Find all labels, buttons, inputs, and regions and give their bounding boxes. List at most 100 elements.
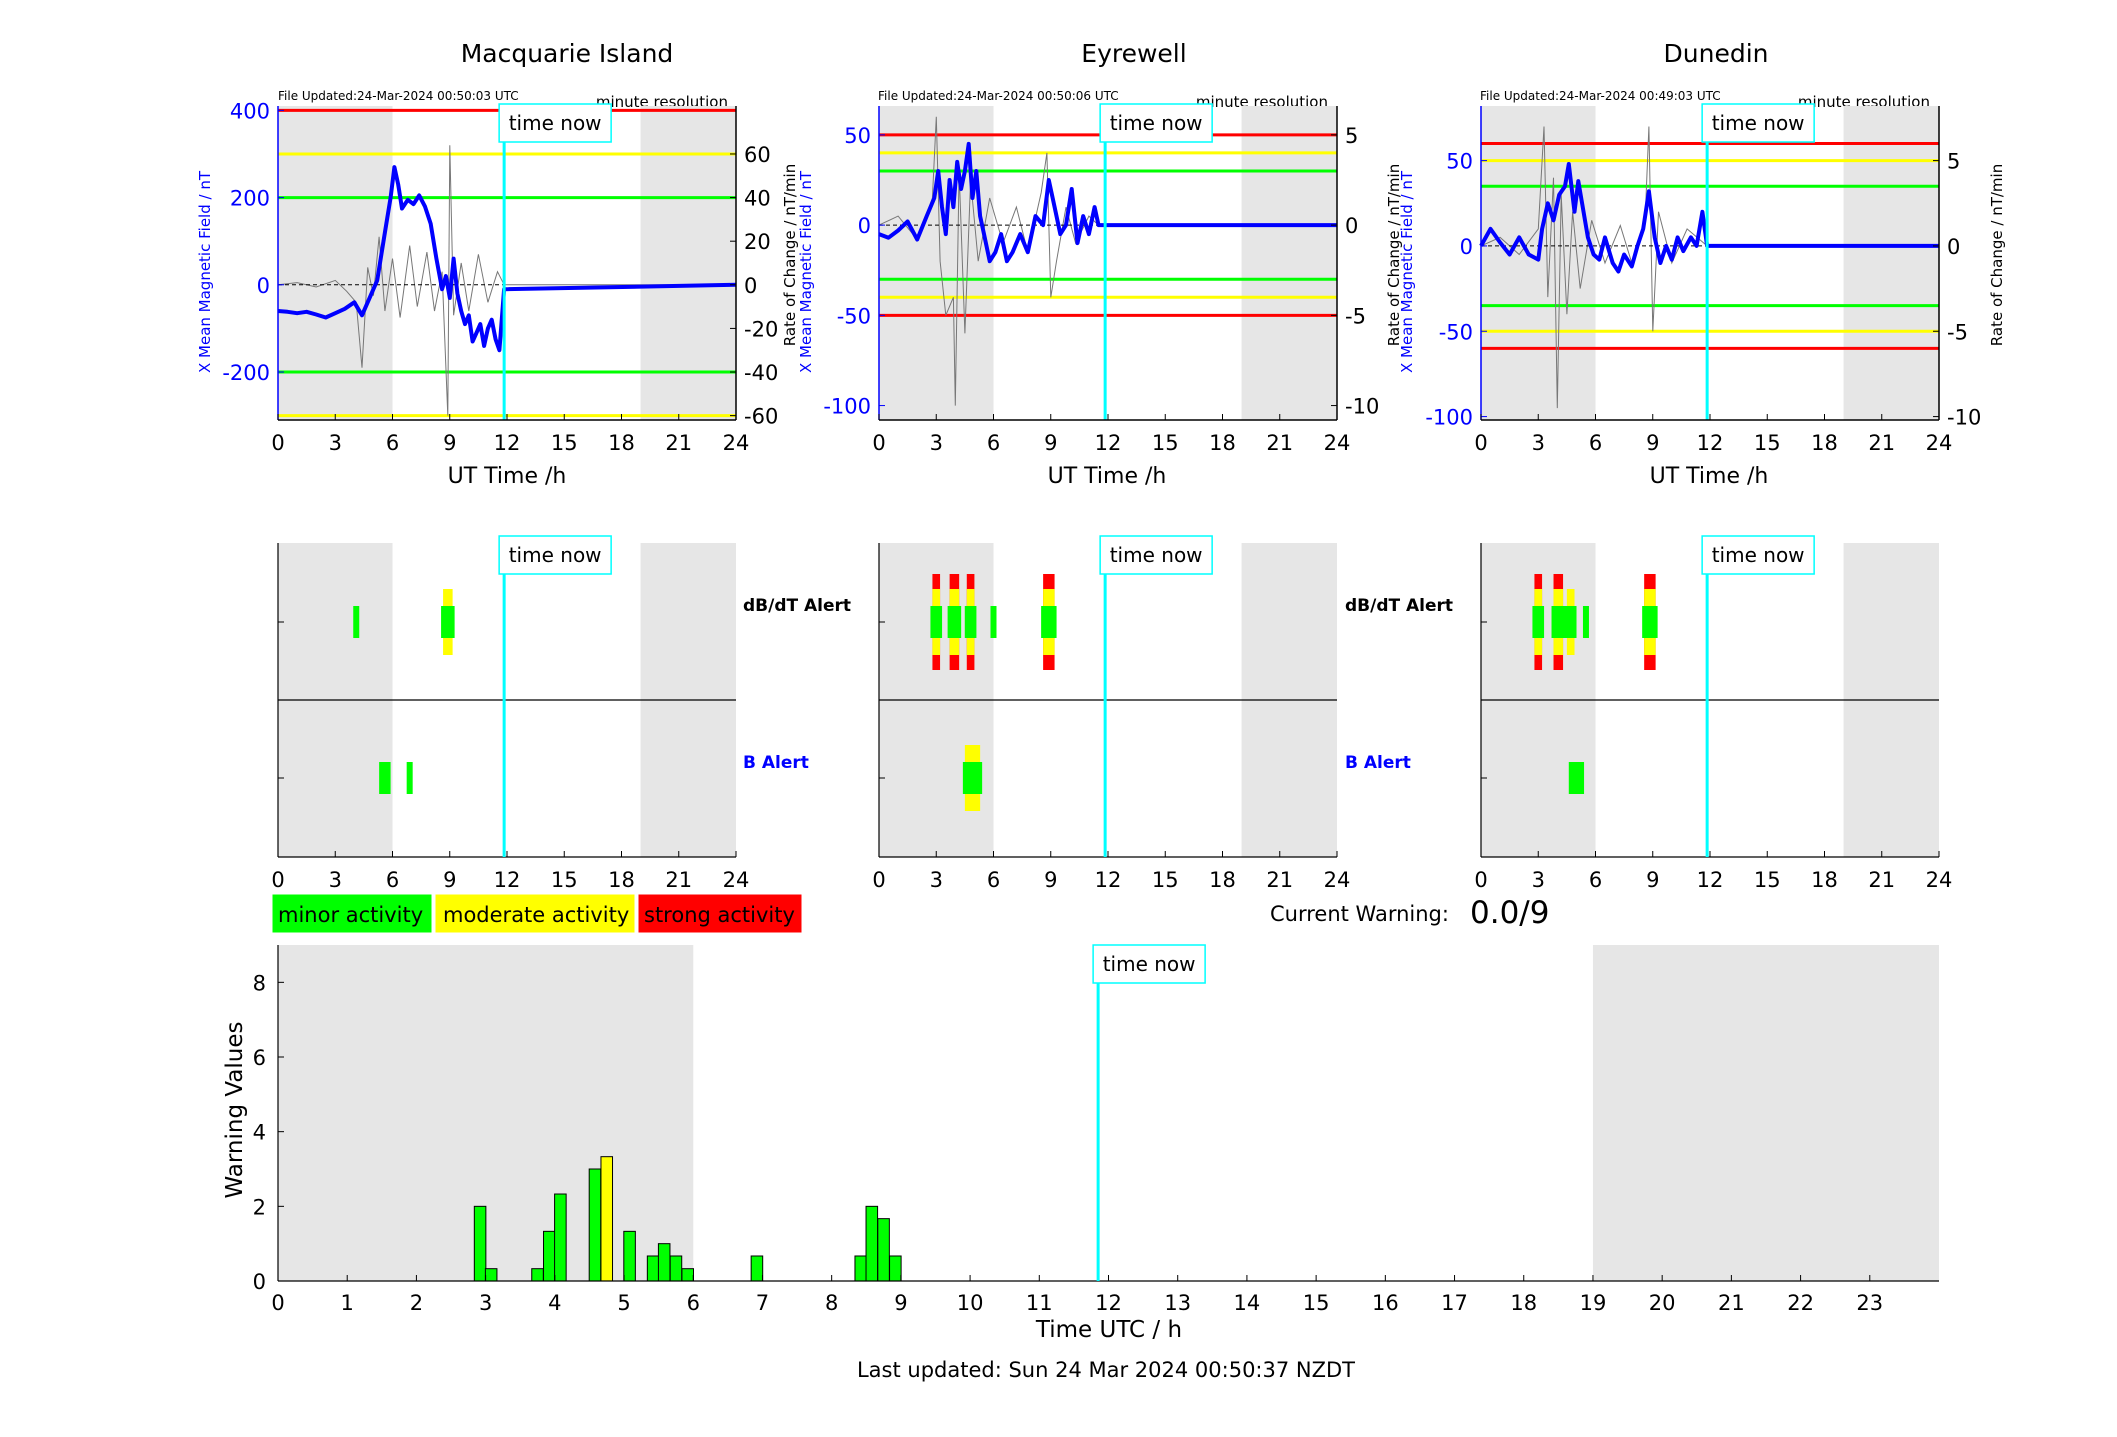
y-right-tick-label: -5 [1947, 320, 1968, 344]
y-right-tick-label: -10 [1947, 406, 1981, 430]
b-alert-mark-minor [406, 762, 413, 794]
y-right-tick-label: 5 [1345, 124, 1358, 148]
x-tick-label: 3 [1532, 431, 1545, 455]
warning-x-tick-label: 2 [410, 1291, 423, 1315]
warning-x-tick-label: 21 [1718, 1291, 1745, 1315]
legend-strong-label: strong activity [644, 903, 795, 927]
dbdt-alert-mark-minor [947, 606, 962, 638]
dbdt-alert-mark-minor [1582, 606, 1589, 638]
x-mean-field-line [277, 165, 737, 353]
rate-of-change-line [1480, 126, 1939, 409]
night-shade [1481, 106, 1596, 420]
alert-panel-dunedin: time now 0 3 6 9 12 15 18 21 24 [1474, 535, 1952, 892]
warning-bar [865, 1205, 879, 1282]
y-right-tick-label: 5 [1947, 150, 1960, 174]
warning-x-tick-label: 3 [479, 1291, 492, 1315]
y-right-tick-label: 0 [744, 274, 757, 298]
x-tick-label: 9 [1646, 431, 1659, 455]
x-tick-label: 12 [494, 868, 521, 892]
x-tick-label: 18 [1209, 431, 1236, 455]
y-left-tick-label: 400 [230, 99, 270, 123]
x-tick-label: 21 [665, 868, 692, 892]
x-tick-label: 15 [1152, 868, 1179, 892]
warning-bar [588, 1168, 602, 1282]
time-now-label-box [1099, 103, 1213, 143]
x-tick-label: 24 [1926, 431, 1953, 455]
y-right-tick-label: -10 [1345, 395, 1379, 419]
time-now-label-text: time now [1103, 952, 1196, 976]
time-now-label-text: time now [1110, 543, 1203, 567]
warning-x-tick-label: 12 [1095, 1291, 1122, 1315]
time-now-label-box [498, 103, 612, 143]
warning-xlabel: Time UTC / h [1035, 1317, 1182, 1343]
x-tick-label: 15 [551, 868, 578, 892]
warning-x-tick-label: 18 [1510, 1291, 1537, 1315]
warning-x-tick-label: 15 [1303, 1291, 1330, 1315]
dbdt-alert-mark-minor [1532, 606, 1545, 638]
legend-minor-swatch [271, 893, 433, 934]
y-right-tick-label: -60 [744, 405, 778, 429]
y-right-tick-label: 0 [1947, 235, 1960, 259]
x-tick-label: 6 [1589, 868, 1602, 892]
warning-x-tick-label: 9 [894, 1291, 907, 1315]
warning-bar [750, 1255, 764, 1282]
legend-strong-swatch [637, 893, 803, 934]
warning-x-tick-label: 23 [1856, 1291, 1883, 1315]
warning-bar [646, 1255, 660, 1282]
x-tick-label: 3 [930, 431, 943, 455]
x-tick-label: 18 [1811, 868, 1838, 892]
warning-bar [623, 1230, 636, 1282]
x-tick-label: 9 [1646, 868, 1659, 892]
x-tick-label: 21 [1266, 431, 1293, 455]
night-shade [1843, 106, 1939, 420]
x-tick-label: 18 [608, 868, 635, 892]
x-tick-label: 0 [872, 431, 885, 455]
file-updated-dunedin: File Updated:24-Mar-2024 00:49:03 UTC [1480, 89, 1721, 103]
warning-x-tick-label: 13 [1164, 1291, 1191, 1315]
dbdt-alert-mark-minor [441, 606, 455, 638]
ylabel-right-dunedin: Rate of Change / nT/min [1988, 164, 2006, 346]
warning-y-tick-label: 4 [253, 1121, 266, 1145]
x-tick-label: 6 [386, 431, 399, 455]
x-tick-label: 3 [930, 868, 943, 892]
x-tick-label: 15 [1152, 431, 1179, 455]
warning-bar [889, 1255, 902, 1282]
x-tick-label: 18 [608, 431, 635, 455]
b-alert-label-2: B Alert [1345, 753, 1411, 773]
dbdt-alert-mark-minor [964, 606, 977, 638]
x-tick-label: 0 [872, 868, 885, 892]
warning-x-tick-label: 14 [1234, 1291, 1261, 1315]
warning-x-tick-label: 4 [548, 1291, 561, 1315]
dbdt-alert-label-2: dB/dT Alert [1345, 596, 1453, 616]
x-tick-label: 9 [443, 431, 456, 455]
file-updated-eyrewell: File Updated:24-Mar-2024 00:50:06 UTC [878, 89, 1119, 103]
current-warning-value: 0.0/9 [1470, 895, 1549, 931]
x-tick-label: 15 [1754, 868, 1781, 892]
x-mean-field-line [878, 141, 1337, 264]
station-title-eyrewell: Eyrewell [1081, 39, 1186, 68]
warning-x-tick-label: 16 [1372, 1291, 1399, 1315]
file-updated-macquarie: File Updated:24-Mar-2024 00:50:03 UTC [278, 89, 519, 103]
warning-bar [473, 1205, 487, 1282]
alert-panel-macquarie: time now 0 3 6 9 12 15 18 21 24 [271, 535, 749, 892]
y-right-tick-label: -20 [744, 317, 778, 341]
x-tick-label: 18 [1209, 868, 1236, 892]
y-left-tick-label: -50 [837, 304, 871, 328]
dbdt-alert-label-1: dB/dT Alert [743, 596, 851, 616]
warning-bar [877, 1218, 890, 1282]
warning-x-tick-label: 5 [617, 1291, 630, 1315]
x-tick-label: 9 [1044, 868, 1057, 892]
time-now-label-box [1701, 535, 1815, 575]
night-shade [1592, 945, 1939, 1281]
xlabel-macquarie: UT Time /h [448, 464, 567, 489]
warning-bar [600, 1156, 614, 1282]
warning-bar [854, 1255, 868, 1282]
warning-bar [531, 1268, 544, 1282]
y-right-tick-label: 0 [1345, 214, 1358, 238]
y-right-tick-label: 40 [744, 187, 771, 211]
ylabel-right-eyrewell: Rate of Change / nT/min [1385, 164, 1403, 346]
dbdt-alert-mark-minor [1041, 606, 1057, 638]
